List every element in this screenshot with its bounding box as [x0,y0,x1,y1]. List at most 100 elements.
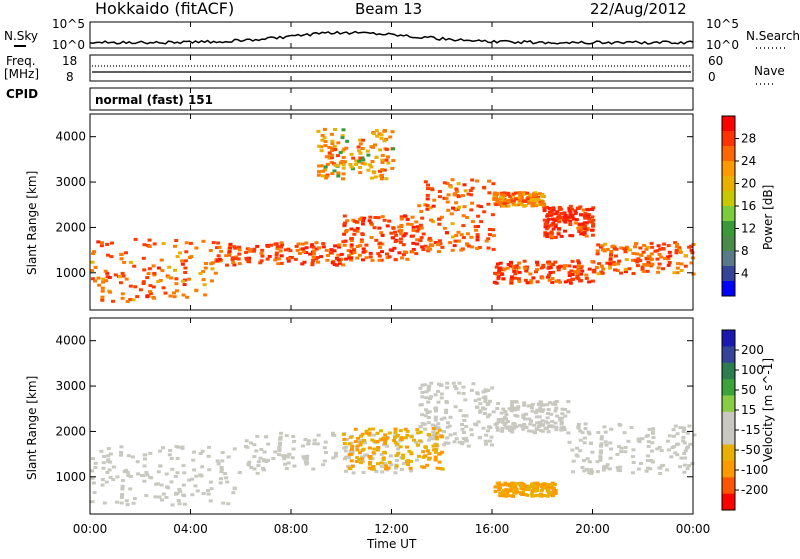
velocity-cell [546,488,551,492]
velocity-cell [486,388,491,392]
velocity-cell [584,467,589,471]
velocity-cell [207,445,212,449]
power-cell [312,249,317,253]
power-cell [361,158,366,162]
power-cell [227,249,232,253]
velocity-cell [493,489,498,493]
velocity-cell [519,484,524,488]
velocity-cell [371,467,376,471]
velocity-cell [435,466,440,470]
velocity-cell [356,439,361,443]
x-axis-label: Time UT [366,537,417,551]
power-cell [456,194,461,198]
power-cell [436,243,441,247]
power-cell [590,207,595,211]
velocity-cell [461,431,466,434]
velocity-cell [192,450,196,454]
velocity-cell [115,475,120,479]
velocity-cell [445,386,450,390]
power-cell [210,267,215,271]
power-cell [452,193,457,197]
velocity-cell [522,487,526,491]
velocity-cell [383,441,388,445]
velocity-cell [562,428,567,432]
power-cell [655,257,660,261]
power-cell [470,186,475,190]
velocity-cell [142,479,147,483]
velocity-cell [690,462,695,466]
power-cell [368,251,373,255]
velocity-cell [357,457,362,461]
power-cell [382,168,387,172]
power-cell [518,194,523,198]
power-cell [556,268,561,272]
velocity-cell [437,452,442,456]
velocity-cell [255,471,260,475]
power-cell [585,215,590,219]
power-cell [323,140,328,143]
velocity-cell [587,432,592,436]
power-cell [391,159,396,163]
velocity-cell [582,441,587,445]
power-cell [398,240,403,244]
colorbar-tick-label: 100 [741,363,764,377]
power-cell [557,208,562,212]
velocity-cell [394,464,399,468]
velocity-cell [282,457,287,461]
velocity-cell [511,421,516,425]
velocity-cell [464,414,469,418]
velocity-cell [587,460,592,464]
velocity-cell [636,437,641,441]
power-cell [442,181,447,185]
velocity-cell [178,489,183,493]
power-cell [554,279,559,283]
power-cell [650,245,655,249]
power-cell [487,233,492,237]
power-cell [509,261,514,265]
power-cell [536,197,541,201]
power-cell [346,249,351,253]
velocity-cell [650,441,655,445]
velocity-cell [500,420,505,424]
velocity-cell [672,445,677,449]
power-cell [548,266,553,270]
power-cell [517,261,522,265]
colorbar-swatch [722,444,735,462]
velocity-cell [423,414,428,418]
power-cell [591,269,596,273]
velocity-cell [527,417,532,421]
velocity-cell [359,434,363,438]
velocity-cell [408,460,413,463]
power-cell [283,248,288,252]
velocity-cell [221,501,226,505]
power-cell [347,256,352,260]
power-cell [160,269,165,273]
power-cell [103,269,108,273]
power-cell [426,183,430,187]
power-cell [645,245,650,249]
power-cell [390,130,395,134]
velocity-cell [585,457,590,461]
power-cell [436,250,441,253]
cpid-label: CPID [6,87,38,101]
velocity-cell [92,491,97,494]
velocity-cell [615,452,620,456]
power-cell [502,267,507,271]
power-cell [506,263,511,266]
power-cell [216,241,221,245]
velocity-cell [589,468,594,472]
power-cell [399,223,404,227]
power-cell [689,244,694,248]
power-cell [493,271,497,275]
power-cell [342,160,347,164]
power-cell [404,251,409,254]
power-cell [510,275,514,279]
velocity-cell [420,395,425,399]
velocity-cell [434,450,438,454]
power-cell [380,158,385,162]
velocity-cell [682,470,687,474]
power-cell [465,216,470,219]
power-cell [470,245,475,249]
power-cell [330,139,335,143]
power-cell [553,223,558,227]
